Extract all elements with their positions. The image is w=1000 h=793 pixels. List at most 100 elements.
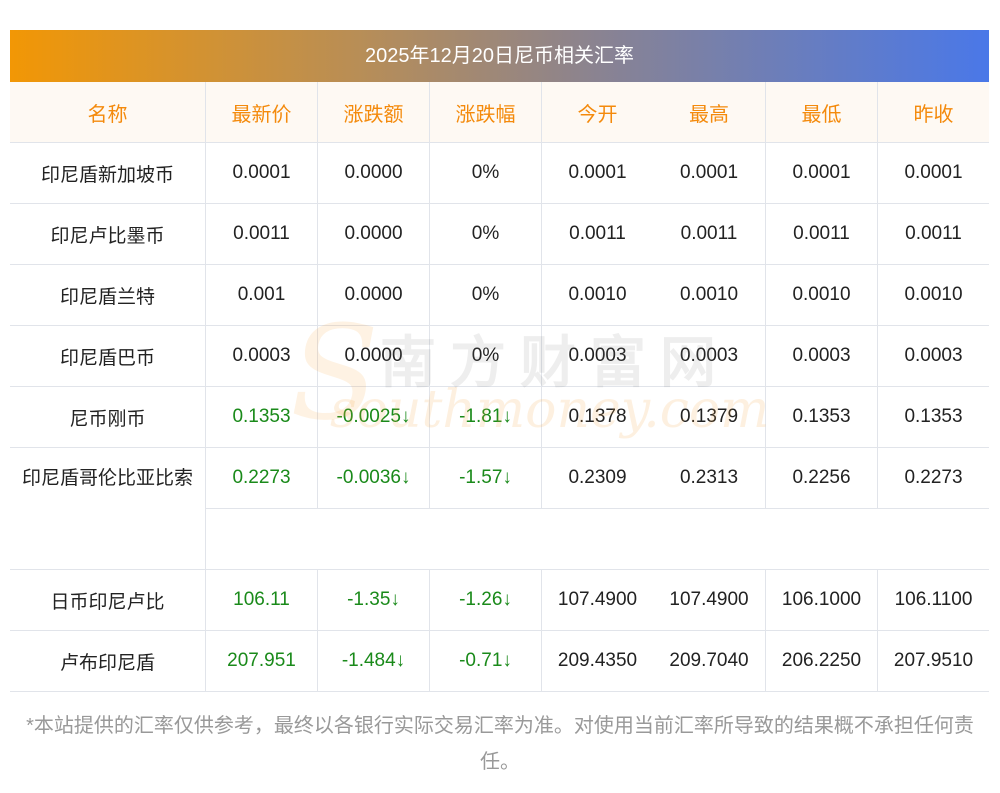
cell-latest-price: 0.0001: [205, 143, 317, 204]
cell-open: 0.0001: [541, 143, 653, 204]
cell-latest-price-text: 207.951: [227, 650, 296, 671]
cell-prev-close-text: 207.9510: [893, 650, 974, 671]
column-header-latest-price-text: 最新价: [231, 103, 292, 126]
currency-pair-name: 印尼盾兰特: [10, 265, 205, 326]
cell-low: 0.0001: [765, 143, 877, 204]
cell-high: 0.2313: [653, 448, 765, 509]
cell-latest-price: 106.11: [205, 570, 317, 631]
cell-change-amount-text: -1.484↓: [341, 650, 406, 671]
column-header-name-text: 名称: [87, 103, 128, 126]
cell-open: 0.0003: [541, 326, 653, 387]
column-header-change-percent: 涨跌幅: [429, 82, 541, 143]
cell-low-text: 106.1000: [781, 589, 862, 610]
cell-change-amount-text: 0.0000: [344, 345, 403, 366]
cell-low: 106.1000: [765, 570, 877, 631]
cell-low-text: 206.2250: [781, 650, 862, 671]
cell-low: 0.0003: [765, 326, 877, 387]
column-header-low: 最低: [765, 82, 877, 143]
cell-low-text: 0.2256: [792, 467, 851, 488]
cell-prev-close: 0.0001: [877, 143, 989, 204]
column-header-high: 最高: [653, 82, 765, 143]
cell-change-amount: -0.0036↓: [317, 448, 429, 509]
cell-change-amount: -1.35↓: [317, 570, 429, 631]
cell-change-amount: 0.0000: [317, 326, 429, 387]
column-header-prev-close: 昨收: [877, 82, 989, 143]
cell-prev-close: 106.1100: [877, 570, 989, 631]
cell-high: 0.0011: [653, 204, 765, 265]
currency-pair-name-text: 尼币刚币: [69, 408, 146, 430]
cell-latest-price-text: 0.2273: [232, 467, 291, 488]
cell-prev-close-text: 0.1353: [904, 406, 963, 427]
cell-open-text: 0.0001: [568, 162, 627, 183]
cell-open: 0.1378: [541, 387, 653, 448]
currency-pair-name-text: 印尼盾兰特: [59, 286, 155, 308]
column-header-open: 今开: [541, 82, 653, 143]
cell-open: 0.0011: [541, 204, 653, 265]
cell-open-text: 0.0010: [568, 284, 627, 305]
column-header-change-amount: 涨跌额: [317, 82, 429, 143]
currency-pair-name: 印尼卢比墨币: [10, 204, 205, 265]
cell-low: 0.1353: [765, 387, 877, 448]
cell-change-amount-text: -0.0036↓: [336, 467, 411, 488]
column-header-low-text: 最低: [801, 103, 842, 126]
cell-open-text: 0.2309: [568, 467, 627, 488]
currency-pair-name: 尼币刚币: [10, 387, 205, 448]
cell-latest-price-text: 106.11: [233, 589, 290, 610]
currency-pair-name-text: 印尼卢比墨币: [50, 225, 165, 247]
cell-low-text: 0.0001: [792, 162, 851, 183]
cell-change-amount: 0.0000: [317, 204, 429, 265]
cell-open: 107.4900: [541, 570, 653, 631]
cell-change-amount-text: 0.0000: [344, 162, 403, 183]
cell-change-percent-text: -1.57↓: [459, 467, 512, 488]
cell-high-text: 0.0001: [679, 162, 739, 183]
cell-prev-close-text: 106.1100: [894, 589, 973, 610]
cell-change-percent-text: -1.26↓: [459, 589, 512, 610]
cell-change-amount: 0.0000: [317, 143, 429, 204]
cell-high: 107.4900: [653, 570, 765, 631]
disclaimer-note: *本站提供的汇率仅供参考，最终以各银行实际交易汇率为准。对使用当前汇率所导致的结…: [26, 715, 974, 773]
cell-prev-close-text: 0.2273: [904, 467, 963, 488]
cell-prev-close: 0.0011: [877, 204, 989, 265]
cell-change-amount-text: 0.0000: [344, 223, 403, 244]
cell-change-amount-text: 0.0000: [344, 284, 403, 305]
column-header-latest-price: 最新价: [205, 82, 317, 143]
cell-change-amount-text: -1.35↓: [347, 589, 400, 610]
cell-change-amount: 0.0000: [317, 265, 429, 326]
cell-low: 0.0011: [765, 204, 877, 265]
column-header-open-text: 今开: [577, 103, 618, 126]
cell-high: 209.7040: [653, 631, 765, 692]
cell-low: 206.2250: [765, 631, 877, 692]
cell-open-text: 0.1378: [568, 406, 627, 427]
cell-low-text: 0.1353: [792, 406, 851, 427]
column-header-change-percent-text: 涨跌幅: [455, 103, 516, 126]
cell-high-text: 0.1379: [679, 406, 739, 427]
cell-latest-price: 0.0003: [205, 326, 317, 387]
cell-low-text: 0.0003: [792, 345, 851, 366]
cell-low: 0.0010: [765, 265, 877, 326]
currency-pair-name-text: 印尼盾哥伦比亚比索: [21, 468, 193, 489]
currency-pair-name: 印尼盾巴币: [10, 326, 205, 387]
cell-latest-price-text: 0.001: [237, 284, 286, 305]
cell-high-text: 0.2313: [679, 467, 739, 488]
cell-open-text: 107.4900: [557, 589, 638, 610]
cell-change-amount: -0.0025↓: [317, 387, 429, 448]
cell-latest-price: 207.951: [205, 631, 317, 692]
column-header-change-amount-text: 涨跌额: [343, 103, 404, 126]
cell-open: 209.4350: [541, 631, 653, 692]
cell-prev-close: 0.2273: [877, 448, 989, 509]
cell-change-percent: -1.81↓: [429, 387, 541, 448]
cell-change-percent: 0%: [429, 143, 541, 204]
cell-high: 0.1379: [653, 387, 765, 448]
cell-latest-price-text: 0.0003: [232, 345, 291, 366]
currency-pair-name-text: 印尼盾巴币: [59, 347, 155, 369]
cell-high: 0.0001: [653, 143, 765, 204]
cell-open: 0.2309: [541, 448, 653, 509]
cell-prev-close: 207.9510: [877, 631, 989, 692]
cell-low: 0.2256: [765, 448, 877, 509]
cell-latest-price: 0.001: [205, 265, 317, 326]
cell-latest-price-text: 0.0001: [232, 162, 291, 183]
empty-merged-cell: [205, 509, 989, 570]
cell-change-percent: 0%: [429, 204, 541, 265]
cell-latest-price: 0.2273: [205, 448, 317, 509]
